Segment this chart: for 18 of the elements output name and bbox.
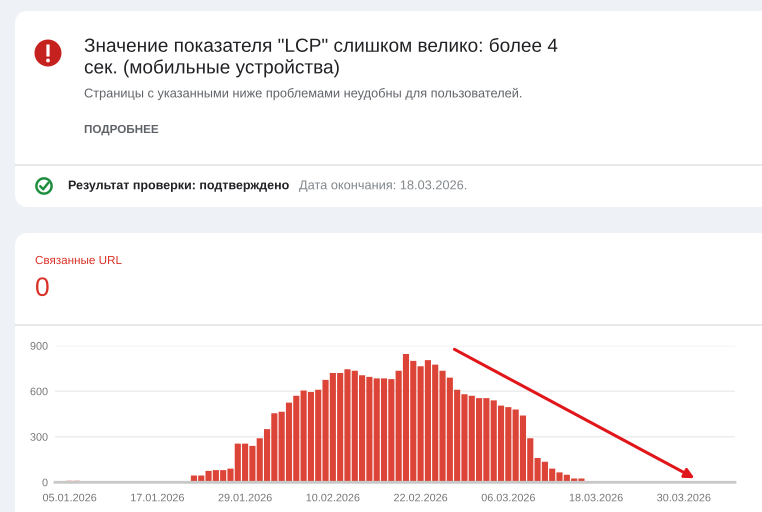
- x-tick-label: 10.02.2026: [306, 494, 360, 502]
- y-tick-label: 600: [30, 388, 48, 396]
- y-tick-label: 300: [30, 433, 48, 441]
- x-tick-label: 06.03.2026: [482, 494, 535, 502]
- text: ПОДРОБНЕЕ: [84, 124, 158, 136]
- text: Дата окончания: 18.03.2026.: [299, 180, 466, 192]
- chart-subtitle: Страницы с указанными ниже проблемами неудобны для пользователей.: [84, 88, 522, 100]
- text: Связанные URL: [36, 256, 122, 264]
- y-tick-label: 900: [30, 342, 48, 350]
- chart-title: Значение показателя "LCP" слишком велико: более 4 сек. (мобильные устройства): [84, 38, 558, 78]
- y-tick-label: 0: [42, 478, 48, 486]
- text: Результат проверки: подтверждено: [68, 180, 289, 192]
- x-tick-label: 29.01.2026: [218, 494, 272, 502]
- x-tick-label: 30.03.2026: [657, 494, 710, 502]
- x-tick-label: 17.01.2026: [131, 494, 184, 502]
- x-tick-label: 18.03.2026: [570, 494, 623, 502]
- x-tick-label: 05.01.2026: [42, 494, 96, 502]
- x-tick-label: 22.02.2026: [394, 494, 448, 502]
